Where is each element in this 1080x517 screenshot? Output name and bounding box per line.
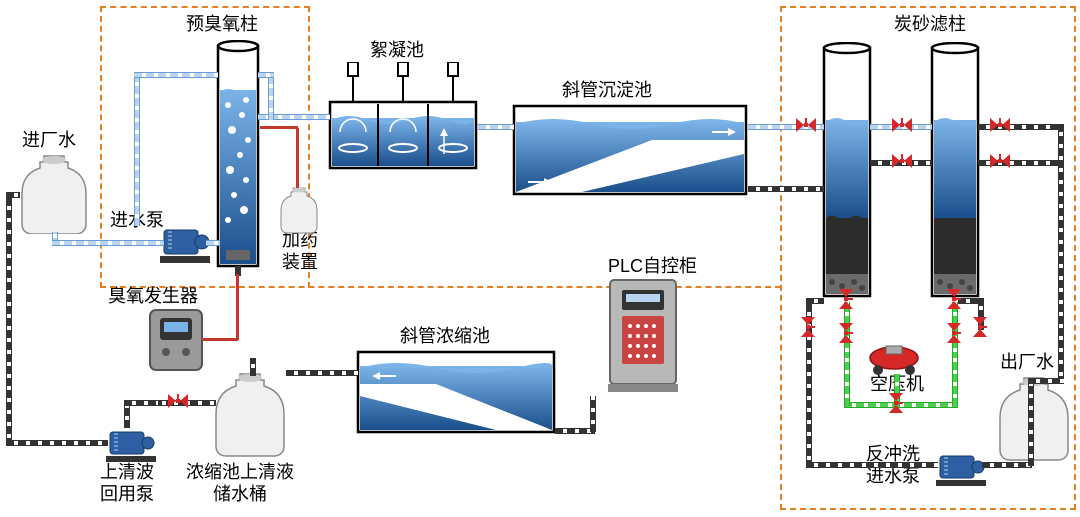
dosing-bottle — [278, 186, 320, 239]
label-pre-ozone: 预臭氧柱 — [186, 14, 258, 36]
valve-icon — [801, 317, 815, 337]
pre-ozone-column — [216, 40, 260, 276]
valve-icon — [892, 118, 912, 132]
valve-icon — [947, 289, 961, 309]
pipe — [478, 124, 514, 130]
pipe — [590, 396, 596, 432]
label-carbon: 炭砂滤柱 — [894, 14, 966, 36]
raw-water-bottle — [18, 154, 90, 239]
pipe — [268, 72, 274, 120]
pipe — [202, 338, 238, 341]
label-settler: 斜管沉淀池 — [562, 80, 652, 102]
valve-icon — [892, 154, 912, 168]
feed-pump — [160, 222, 210, 271]
label-thickener: 斜管浓缩池 — [400, 326, 490, 348]
tube-thickener — [356, 350, 556, 434]
valve-icon — [889, 393, 903, 413]
pipe — [286, 370, 358, 376]
pipe — [258, 72, 274, 78]
label-plc: PLC自控柜 — [608, 256, 697, 278]
pipe — [1028, 378, 1034, 466]
valve-icon — [990, 118, 1010, 132]
pipe — [52, 240, 164, 246]
pipe — [555, 428, 595, 434]
pipe — [806, 298, 824, 304]
pipe — [134, 72, 218, 78]
pipe — [952, 356, 958, 406]
pipe — [6, 440, 108, 446]
recycle-pump — [106, 426, 156, 471]
carbon-col-1 — [822, 42, 872, 304]
pipe — [6, 192, 12, 446]
pipe — [844, 356, 850, 406]
backwash-pump — [936, 450, 986, 495]
label-supernatant: 浓缩池上清液 储水桶 — [186, 462, 294, 505]
label-raw: 进厂水 — [22, 130, 76, 152]
out-water-bottle — [996, 376, 1072, 467]
valve-icon — [973, 317, 987, 337]
label-out: 出厂水 — [1000, 352, 1054, 374]
valve-icon — [947, 323, 961, 343]
pipe — [1058, 124, 1064, 384]
valve-icon — [839, 323, 853, 343]
pipe — [6, 192, 20, 198]
label-floc: 絮凝池 — [370, 40, 424, 62]
pipe — [134, 72, 140, 226]
ozone-generator — [148, 308, 204, 377]
valve-icon — [839, 289, 853, 309]
pipe — [748, 186, 824, 192]
valve-icon — [990, 154, 1010, 168]
supernatant-bottle — [212, 372, 288, 463]
pipe — [982, 462, 1032, 468]
pipe — [206, 240, 220, 246]
pipe — [806, 462, 938, 468]
plc-cabinet — [608, 278, 678, 399]
label-ozone-gen: 臭氧发生器 — [108, 286, 198, 308]
carbon-col-2 — [930, 42, 980, 304]
pipe — [250, 358, 256, 376]
tube-settler — [512, 104, 748, 196]
pipe — [1028, 378, 1064, 384]
valve-icon — [796, 118, 816, 132]
zone-join — [100, 286, 781, 288]
pipe — [260, 126, 298, 129]
valve-icon — [168, 394, 188, 408]
pipe — [236, 274, 239, 340]
floc-tank — [328, 62, 478, 170]
pipe — [296, 128, 299, 188]
pipe — [124, 400, 158, 406]
